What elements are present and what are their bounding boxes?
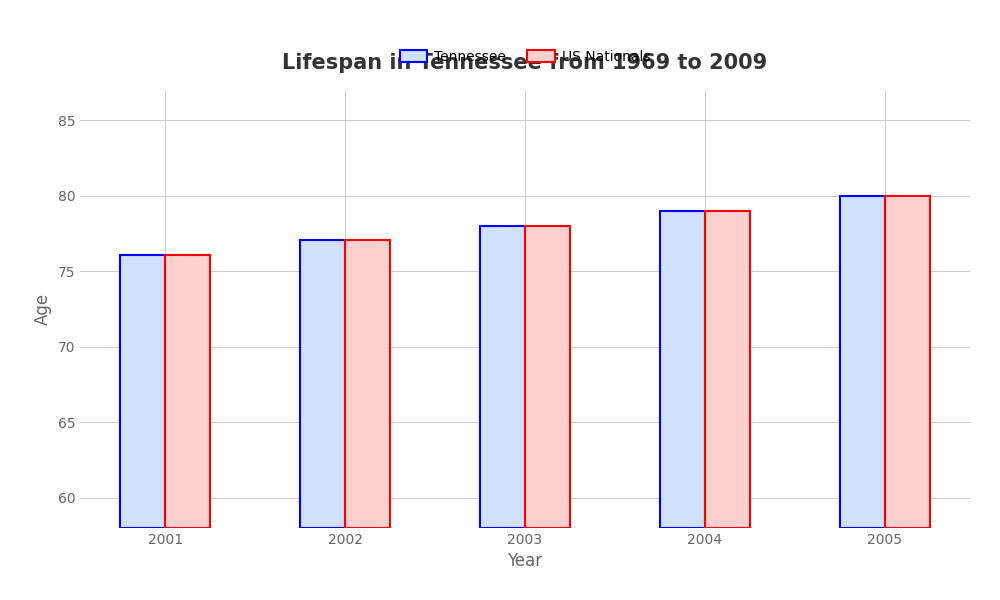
X-axis label: Year: Year bbox=[507, 553, 543, 571]
Bar bbox=[165, 254, 210, 528]
Bar bbox=[120, 254, 165, 528]
Title: Lifespan in Tennessee from 1969 to 2009: Lifespan in Tennessee from 1969 to 2009 bbox=[282, 53, 768, 73]
Y-axis label: Age: Age bbox=[34, 293, 52, 325]
Bar bbox=[525, 226, 570, 528]
Bar bbox=[345, 239, 390, 528]
Legend: Tennessee, US Nationals: Tennessee, US Nationals bbox=[394, 44, 656, 70]
Bar bbox=[885, 196, 930, 528]
Bar bbox=[480, 226, 525, 528]
Bar bbox=[705, 211, 750, 528]
Bar bbox=[300, 239, 345, 528]
Bar bbox=[840, 196, 885, 528]
Bar bbox=[660, 211, 705, 528]
